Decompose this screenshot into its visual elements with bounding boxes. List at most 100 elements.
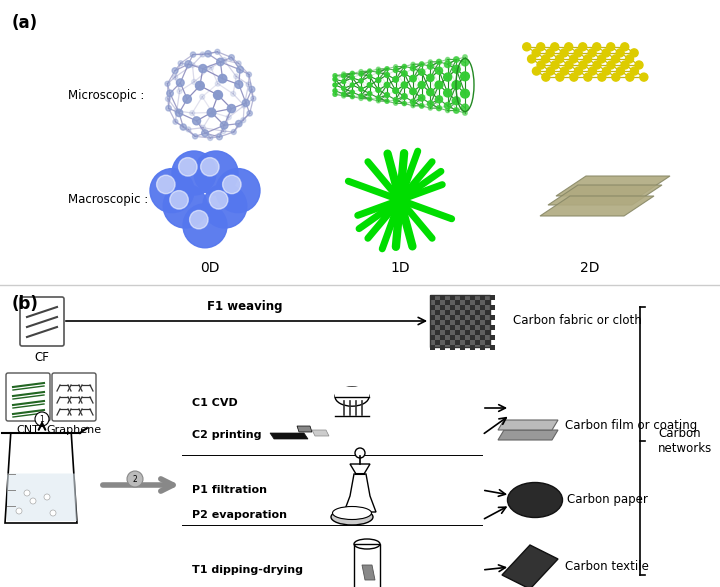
Circle shape <box>351 90 354 94</box>
Polygon shape <box>5 433 77 523</box>
Polygon shape <box>7 474 77 521</box>
Circle shape <box>230 92 235 96</box>
Circle shape <box>593 43 600 51</box>
Circle shape <box>393 97 398 102</box>
Circle shape <box>342 72 346 76</box>
Text: Graphene: Graphene <box>46 425 102 435</box>
Circle shape <box>584 73 592 81</box>
Bar <box>445 310 450 315</box>
Bar <box>455 340 460 345</box>
Circle shape <box>560 67 568 75</box>
Circle shape <box>385 67 389 71</box>
Bar <box>475 330 480 335</box>
Polygon shape <box>312 430 329 436</box>
Text: P2 evaporation: P2 evaporation <box>192 510 287 520</box>
Text: Macroscopic :: Macroscopic : <box>68 194 148 207</box>
Circle shape <box>377 78 380 82</box>
Circle shape <box>393 68 398 73</box>
Circle shape <box>351 83 354 87</box>
Circle shape <box>402 102 406 106</box>
Circle shape <box>394 77 397 82</box>
Circle shape <box>359 70 363 73</box>
Circle shape <box>203 184 247 228</box>
Bar <box>450 325 455 330</box>
Circle shape <box>342 80 346 83</box>
Text: (b): (b) <box>12 295 39 313</box>
Polygon shape <box>502 545 558 587</box>
Circle shape <box>242 103 247 108</box>
Bar <box>455 300 460 305</box>
Circle shape <box>221 129 226 134</box>
Bar <box>440 345 445 350</box>
Circle shape <box>209 65 214 70</box>
Bar <box>480 305 485 310</box>
Circle shape <box>192 134 198 139</box>
Polygon shape <box>548 185 662 205</box>
Circle shape <box>220 122 228 129</box>
Circle shape <box>570 55 577 63</box>
Bar <box>354 544 380 587</box>
Circle shape <box>210 110 215 115</box>
Circle shape <box>231 130 236 134</box>
Circle shape <box>333 89 337 93</box>
Circle shape <box>446 75 450 79</box>
Circle shape <box>170 191 189 209</box>
Circle shape <box>342 92 346 96</box>
Circle shape <box>402 72 406 76</box>
Circle shape <box>377 70 380 74</box>
Circle shape <box>402 83 406 87</box>
Circle shape <box>454 83 459 87</box>
Circle shape <box>626 55 634 63</box>
Circle shape <box>185 60 192 68</box>
Polygon shape <box>350 464 370 474</box>
Circle shape <box>454 57 459 62</box>
Circle shape <box>194 151 238 195</box>
Circle shape <box>199 95 204 99</box>
Circle shape <box>177 89 182 94</box>
Circle shape <box>428 90 432 94</box>
Circle shape <box>333 89 337 93</box>
Circle shape <box>202 130 209 137</box>
Circle shape <box>444 73 451 81</box>
Text: CF: CF <box>35 351 50 364</box>
Circle shape <box>377 99 380 103</box>
Bar <box>485 320 490 325</box>
Circle shape <box>377 96 380 100</box>
Text: Carbon film or coating: Carbon film or coating <box>565 419 697 431</box>
Circle shape <box>452 97 460 104</box>
Circle shape <box>351 95 354 99</box>
Bar <box>455 320 460 325</box>
Bar <box>440 325 445 330</box>
Circle shape <box>384 82 390 87</box>
Circle shape <box>237 66 243 73</box>
Circle shape <box>385 83 389 87</box>
Circle shape <box>166 106 171 111</box>
Circle shape <box>174 108 179 113</box>
Circle shape <box>179 157 197 176</box>
Circle shape <box>218 75 227 83</box>
Circle shape <box>228 104 235 113</box>
Polygon shape <box>498 420 558 430</box>
Circle shape <box>192 79 197 85</box>
Circle shape <box>359 79 363 83</box>
Circle shape <box>556 73 564 81</box>
Circle shape <box>359 87 363 91</box>
Circle shape <box>222 175 241 194</box>
Circle shape <box>384 72 390 77</box>
Circle shape <box>428 101 433 107</box>
Circle shape <box>454 107 459 113</box>
Circle shape <box>556 55 564 63</box>
Circle shape <box>564 43 572 51</box>
Circle shape <box>394 102 397 105</box>
Circle shape <box>436 59 441 65</box>
Circle shape <box>351 95 354 99</box>
Text: C1 CVD: C1 CVD <box>192 398 238 408</box>
Circle shape <box>626 73 634 81</box>
Circle shape <box>165 81 170 86</box>
Text: Carbon
networks: Carbon networks <box>658 427 712 455</box>
Circle shape <box>377 70 380 74</box>
Circle shape <box>385 99 389 103</box>
Ellipse shape <box>335 387 369 406</box>
Circle shape <box>186 127 191 132</box>
Circle shape <box>207 136 212 140</box>
